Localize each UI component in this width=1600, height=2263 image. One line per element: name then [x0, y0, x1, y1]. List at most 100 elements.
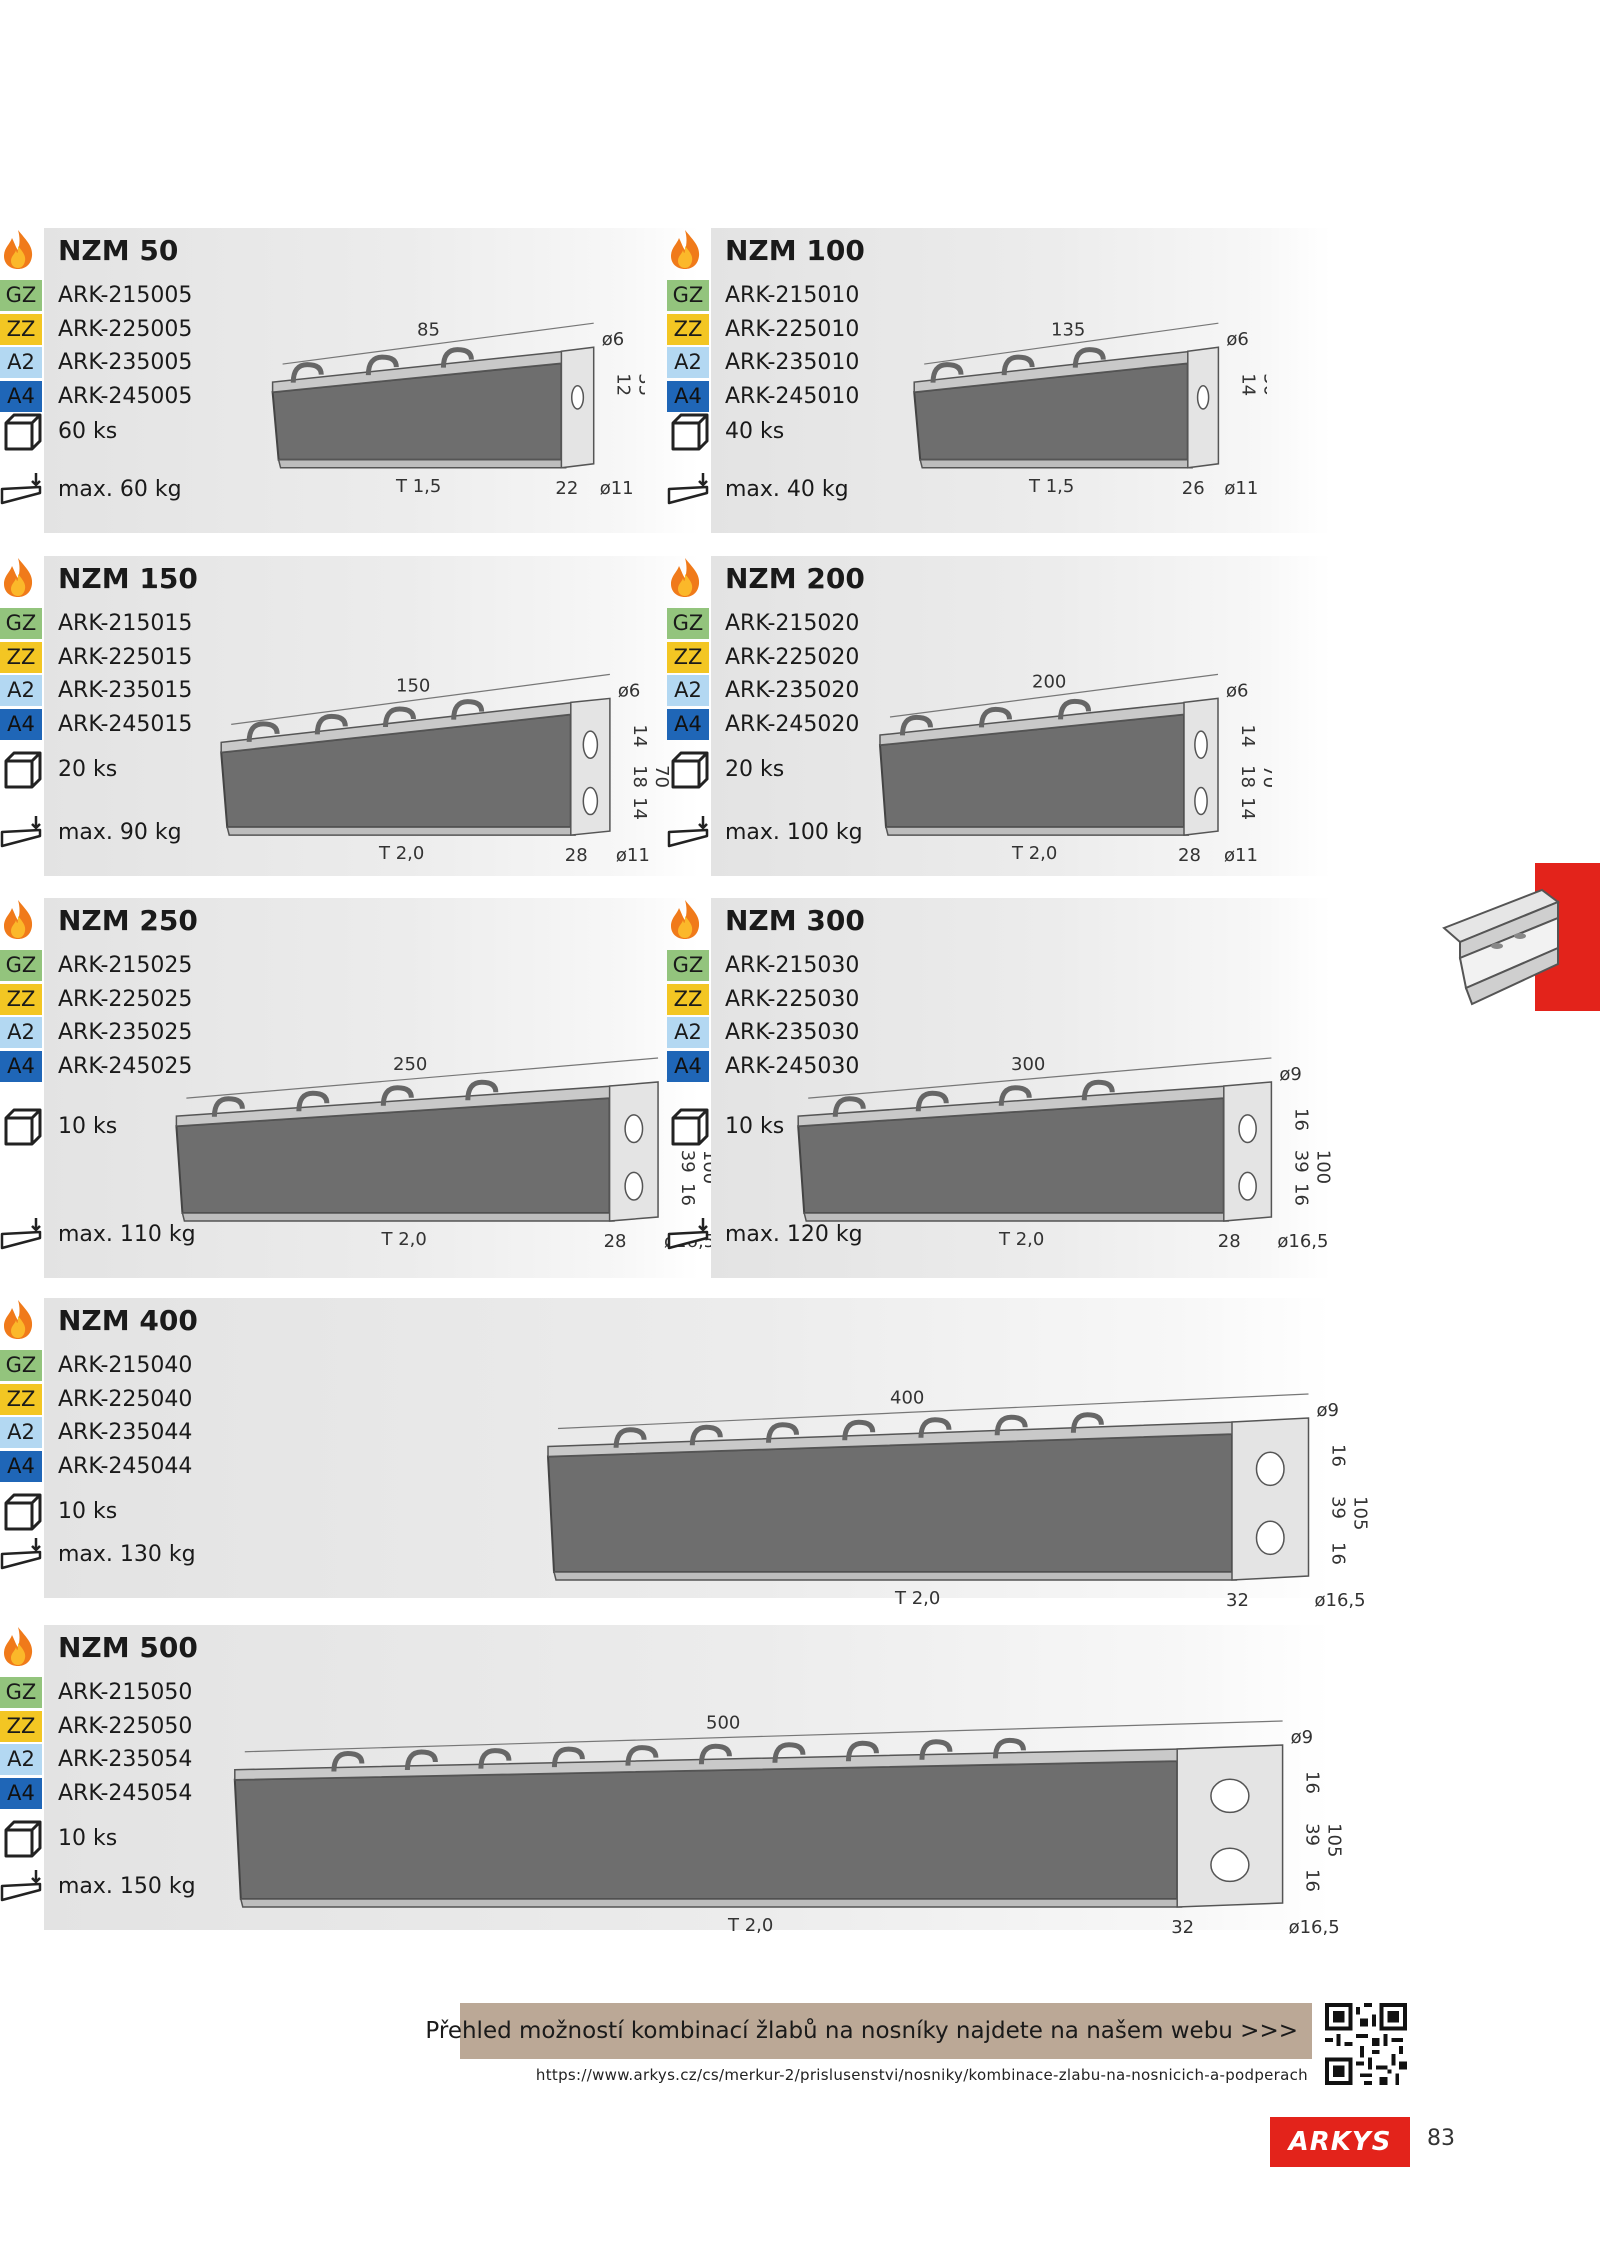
dim-total-height: 105	[1350, 1496, 1371, 1530]
article-code: ARK-215010	[725, 283, 860, 308]
material-row: A2 ARK-235044	[0, 1417, 400, 1450]
fastening-clip	[689, 1424, 723, 1446]
web-link-banner[interactable]: Přehled možností kombinací žlabů na nosn…	[425, 2003, 1312, 2059]
product-title: NZM 200	[725, 562, 865, 595]
fastening-clip	[1070, 1412, 1104, 1433]
dim-h3: 16	[1290, 1183, 1311, 1206]
article-code: ARK-245025	[58, 1053, 193, 1079]
material-badge-a4: A4	[667, 1050, 709, 1082]
dim-h1: 14	[1237, 724, 1258, 747]
fastening-clip	[918, 1417, 952, 1438]
fastening-clip	[246, 721, 280, 742]
dim-thickness: T 2,0	[727, 1915, 773, 1936]
fastening-clip	[1081, 1079, 1115, 1101]
product-title: NZM 150	[58, 562, 198, 595]
material-row: A2 ARK-235020	[667, 675, 1067, 708]
product-title: NZM 100	[725, 234, 865, 267]
qr-code[interactable]	[1325, 2003, 1407, 2085]
dim-total-height: 70	[1259, 765, 1272, 788]
package-box-icon	[4, 1108, 42, 1146]
fastening-clip	[842, 1419, 876, 1441]
max-load: max. 150 kg	[58, 1874, 196, 1899]
article-code: ARK-235044	[58, 1420, 193, 1445]
fastening-clip	[382, 706, 416, 728]
article-code: ARK-215005	[58, 283, 193, 308]
material-row: ZZ ARK-225015	[0, 641, 400, 675]
wall-plate	[1223, 1081, 1273, 1222]
material-badge-gz: GZ	[667, 950, 709, 981]
article-code: ARK-225025	[58, 986, 193, 1012]
material-row: A4 ARK-245054	[0, 1777, 400, 1811]
dim-length: 135	[1051, 320, 1085, 341]
dim-h1: 14	[1237, 373, 1258, 396]
keyhole-slot	[1196, 385, 1210, 410]
keyhole-slot	[1238, 1171, 1257, 1201]
wall-plate	[570, 697, 611, 836]
dim-h1: 12	[613, 373, 634, 396]
article-code: ARK-235015	[58, 678, 193, 703]
fastening-clip	[314, 713, 348, 735]
dim-hole-bottom: ø11	[616, 845, 650, 866]
keyhole-slot	[1210, 1847, 1250, 1883]
max-load: max. 130 kg	[58, 1542, 196, 1567]
dimension-line	[924, 322, 1219, 365]
material-row: A2 ARK-235015	[0, 675, 400, 708]
bracket-drawing: 85 ø6 T 1,5 22 ø11 12 35	[271, 320, 645, 499]
dimension-line	[557, 1393, 1309, 1430]
material-badge-zz: ZZ	[0, 1710, 42, 1742]
dim-thickness: T 2,0	[998, 1229, 1044, 1250]
package-box-icon	[671, 413, 709, 451]
dim-h2: 39	[677, 1150, 698, 1173]
packaging-count: 10 ks	[725, 1114, 785, 1139]
fastening-clip	[698, 1743, 732, 1765]
material-row: GZ ARK-215025	[0, 950, 400, 983]
dim-thickness: T 2,0	[378, 843, 424, 864]
product-card: NZM 400 GZ ARK-215040 ZZ ARK-225040 A2 ARK-235…	[0, 1298, 1395, 1611]
article-code: ARK-215015	[58, 611, 193, 636]
article-code: ARK-225005	[58, 316, 193, 342]
material-row: GZ ARK-215040	[0, 1350, 400, 1383]
material-badge-gz: GZ	[0, 1350, 42, 1381]
dim-h1: 16	[1290, 1108, 1311, 1131]
material-row: A2 ARK-235030	[667, 1017, 1067, 1050]
dim-length: 85	[417, 320, 440, 341]
keyhole-slot	[570, 385, 585, 410]
dim-h2: 39	[1328, 1496, 1349, 1519]
material-row: ZZ ARK-225040	[0, 1383, 400, 1417]
material-badge-a4: A4	[0, 1450, 42, 1482]
dim-hole-top: ø6	[602, 329, 624, 350]
fastening-clip	[451, 699, 485, 720]
material-badge-zz: ZZ	[667, 983, 709, 1015]
dim-thickness: T 2,0	[1011, 843, 1057, 864]
article-code: ARK-245020	[725, 711, 860, 737]
article-code: ARK-215020	[725, 611, 860, 636]
wall-plate	[1183, 697, 1219, 836]
fastening-clip	[478, 1748, 512, 1769]
package-box-icon	[4, 413, 42, 451]
article-code: ARK-235054	[58, 1747, 193, 1772]
dimension-line	[808, 1057, 1272, 1099]
material-row: GZ ARK-215030	[667, 950, 1067, 983]
dim-hole-bottom: ø11	[600, 478, 634, 499]
material-badge-a4: A4	[0, 708, 42, 740]
web-url[interactable]: https://www.arkys.cz/cs/merkur-2/prislus…	[535, 2066, 1308, 2084]
product-card: NZM 250 GZ ARK-215025 ZZ ARK-225025 A2 ARK-235…	[0, 898, 763, 1278]
fastening-clip	[551, 1746, 585, 1768]
product-title: NZM 300	[725, 904, 865, 937]
material-badge-a4: A4	[667, 380, 709, 412]
article-code: ARK-225040	[58, 1386, 193, 1412]
load-bracket-icon	[667, 816, 709, 848]
dimension-line	[186, 1057, 659, 1099]
fastening-clip	[915, 1090, 949, 1112]
dim-h1: 14	[629, 724, 650, 747]
packaging-count: 20 ks	[58, 757, 118, 782]
fire-resistance-icon	[4, 558, 33, 597]
dim-total-height: 70	[651, 765, 672, 788]
max-load: max. 90 kg	[58, 820, 182, 845]
dim-h3: 16	[677, 1183, 698, 1206]
package-box-icon	[671, 751, 709, 789]
material-badge-zz: ZZ	[667, 313, 709, 345]
